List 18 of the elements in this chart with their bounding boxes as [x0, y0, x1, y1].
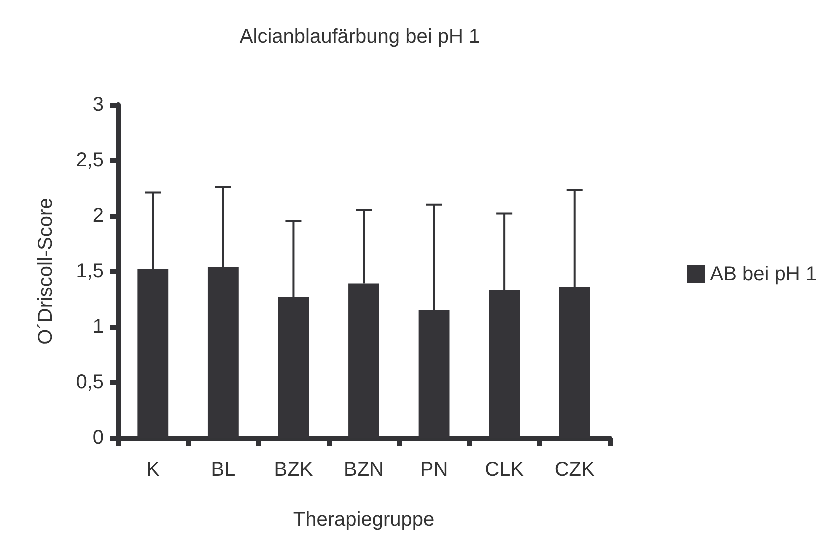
y-axis-title: O´Driscoll-Score: [35, 198, 57, 345]
y-tick-label: 1,5: [76, 260, 104, 282]
y-tick-label: 2: [92, 205, 104, 227]
y-tick-label: 2,5: [76, 150, 104, 172]
x-tick-label: BZN: [344, 459, 384, 481]
legend-label: AB bei pH 1: [710, 264, 818, 286]
y-tick-label: 3: [92, 94, 104, 116]
y-tick-label: 0: [92, 427, 104, 449]
y-tick-label: 1: [92, 316, 104, 338]
x-tick-label: CLK: [485, 459, 525, 481]
x-axis-title: Therapiegruppe: [293, 509, 435, 531]
x-tick-label: BL: [211, 459, 236, 481]
x-tick-label: K: [146, 459, 160, 481]
chart-title: Alcianblaufärbung bei pH 1: [240, 26, 480, 48]
x-tick-label: PN: [420, 459, 448, 481]
x-tick-label: BZK: [274, 459, 314, 481]
y-tick-label: 0,5: [76, 372, 104, 394]
x-tick-label: CZK: [554, 459, 596, 481]
